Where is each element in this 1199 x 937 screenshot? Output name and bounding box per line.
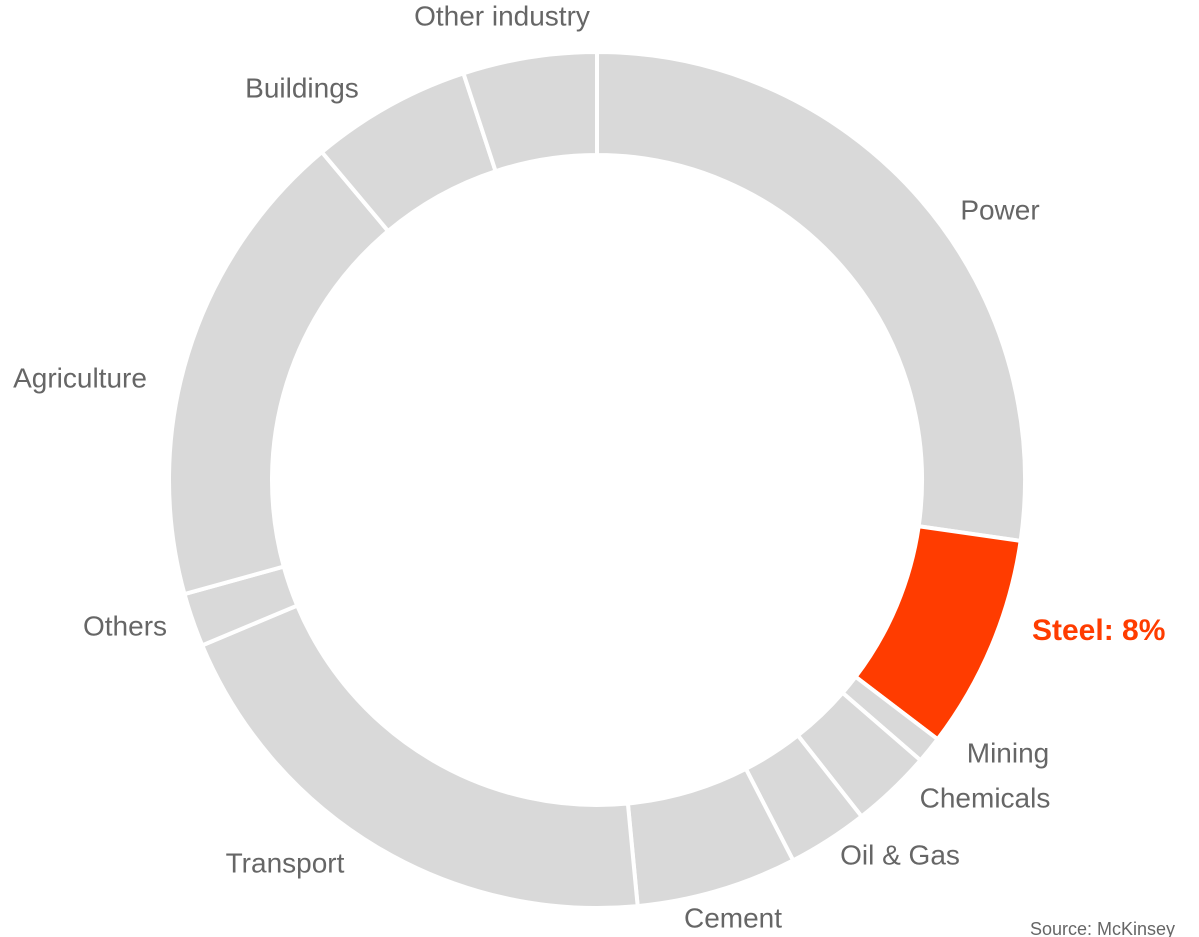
segment-label: Oil & Gas [840,839,960,870]
segment-label: Chemicals [920,782,1051,813]
segment-label: Transport [226,847,345,878]
segment-label: Cement [684,902,782,933]
segment-label: Buildings [245,72,359,103]
donut-segment [167,149,391,597]
segment-label: Others [83,610,167,641]
donut-segment [595,49,1027,544]
donut-segment [460,49,599,174]
segment-label: Agriculture [13,362,147,393]
segment-label: Power [960,194,1039,225]
segment-label: Mining [967,737,1049,768]
segment-label: Steel: 8% [1032,614,1165,647]
source-note: Source: McKinsey [1030,919,1175,937]
segment-label: Other industry [414,0,590,31]
